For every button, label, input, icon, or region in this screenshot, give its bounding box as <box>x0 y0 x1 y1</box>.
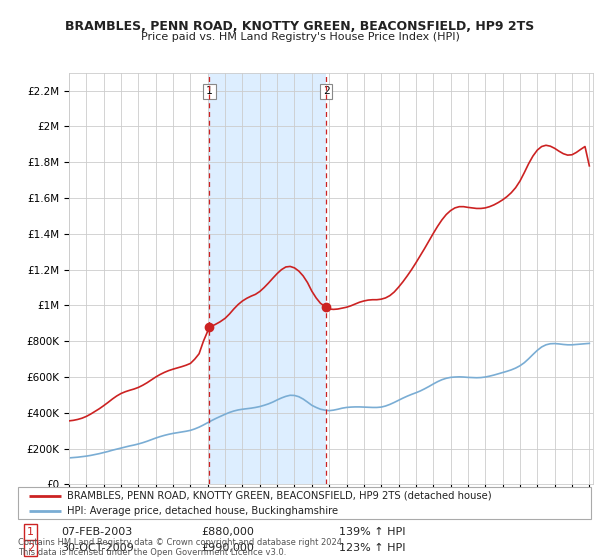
Text: 139% ↑ HPI: 139% ↑ HPI <box>339 528 406 538</box>
Text: 30-OCT-2009: 30-OCT-2009 <box>61 543 134 553</box>
Text: 07-FEB-2003: 07-FEB-2003 <box>61 528 132 538</box>
FancyBboxPatch shape <box>18 487 591 519</box>
Text: £990,000: £990,000 <box>202 543 254 553</box>
Text: BRAMBLES, PENN ROAD, KNOTTY GREEN, BEACONSFIELD, HP9 2TS: BRAMBLES, PENN ROAD, KNOTTY GREEN, BEACO… <box>65 20 535 32</box>
Text: BRAMBLES, PENN ROAD, KNOTTY GREEN, BEACONSFIELD, HP9 2TS (detached house): BRAMBLES, PENN ROAD, KNOTTY GREEN, BEACO… <box>67 491 491 501</box>
Text: 1: 1 <box>27 528 34 538</box>
Text: HPI: Average price, detached house, Buckinghamshire: HPI: Average price, detached house, Buck… <box>67 506 338 516</box>
Text: £880,000: £880,000 <box>202 528 254 538</box>
Text: 2: 2 <box>323 86 329 96</box>
Text: Contains HM Land Registry data © Crown copyright and database right 2024.
This d: Contains HM Land Registry data © Crown c… <box>18 538 344 557</box>
Text: Price paid vs. HM Land Registry's House Price Index (HPI): Price paid vs. HM Land Registry's House … <box>140 32 460 43</box>
Text: 1: 1 <box>206 86 213 96</box>
Bar <box>209 73 326 484</box>
Text: 123% ↑ HPI: 123% ↑ HPI <box>339 543 406 553</box>
Text: 2: 2 <box>27 543 34 553</box>
